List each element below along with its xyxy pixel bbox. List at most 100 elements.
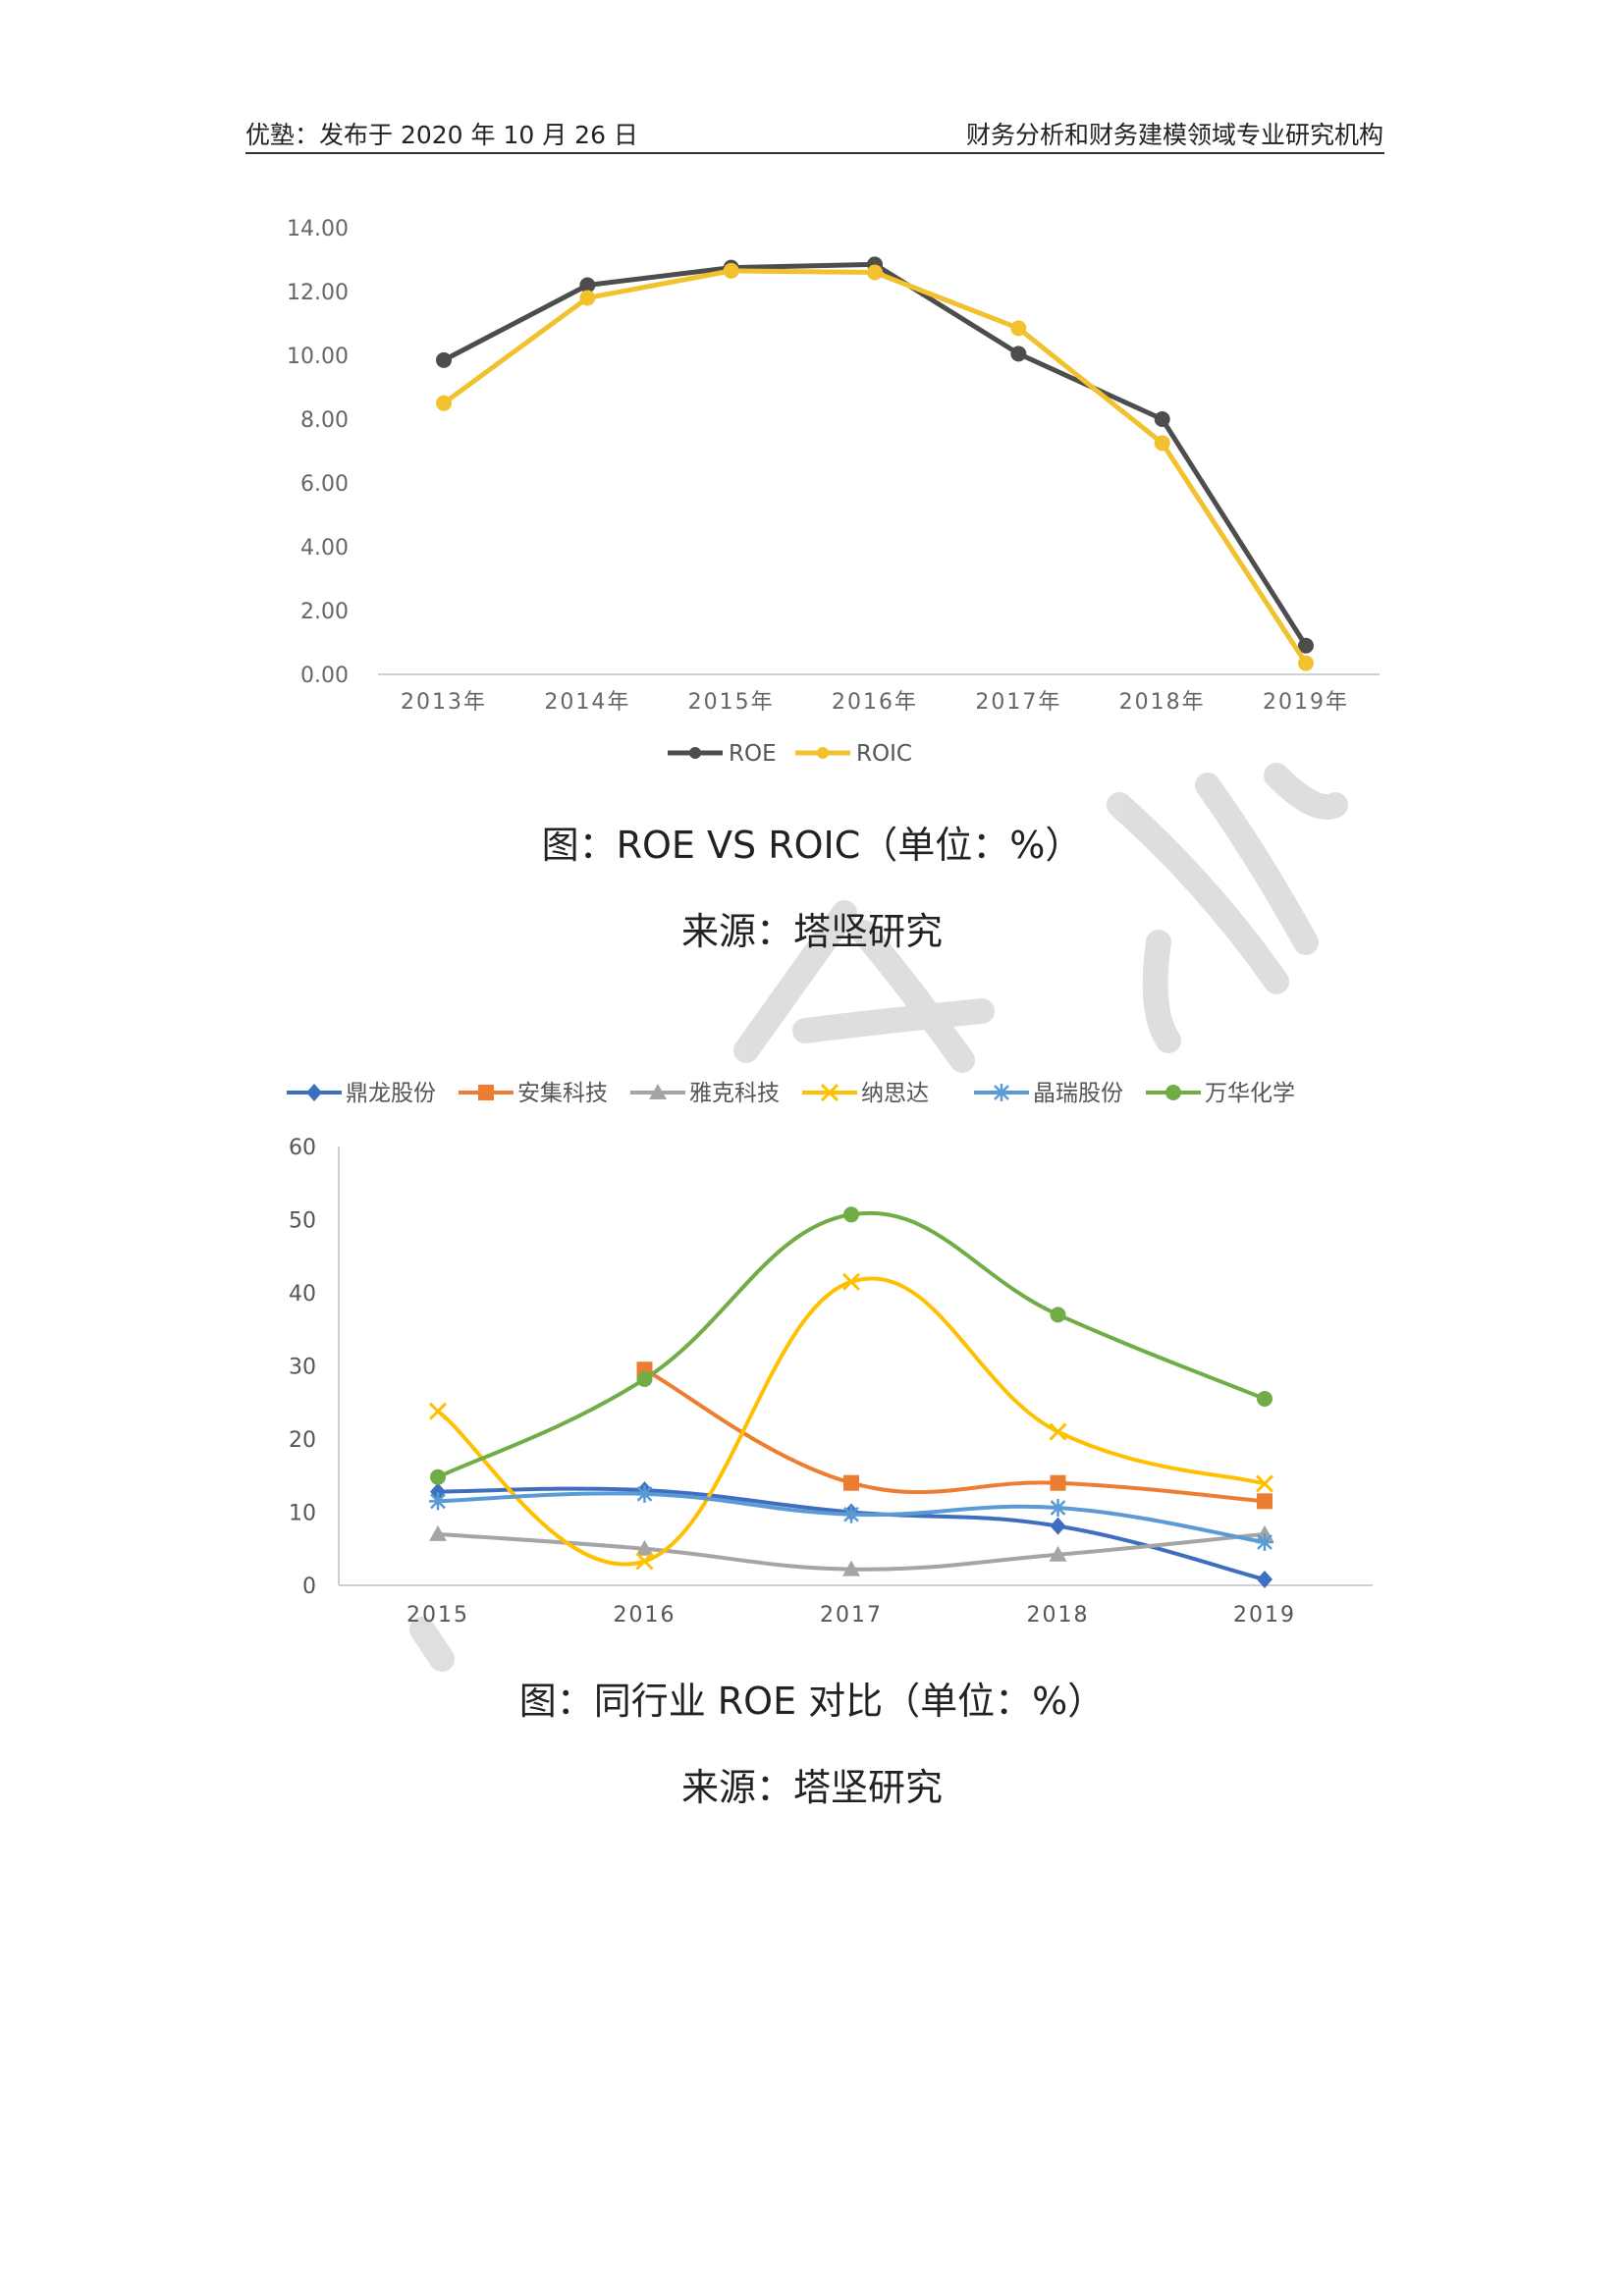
y-tick-label: 60 [289, 1136, 316, 1160]
figure2-source: 来源：塔坚研究 [680, 1766, 943, 1809]
x-tick-label: 2017 [820, 1603, 883, 1628]
data-point [1050, 1474, 1066, 1491]
x-tick-label: 2017年 [975, 690, 1061, 715]
data-point [1050, 1307, 1066, 1323]
legend-marker [993, 1084, 1010, 1101]
legend-label: 纳思达 [861, 1081, 929, 1106]
y-tick-label: 2.00 [300, 600, 349, 624]
data-point [635, 1552, 654, 1571]
data-point [1154, 411, 1170, 427]
data-point [1298, 637, 1314, 654]
series-line-group [428, 1272, 1274, 1571]
data-point [842, 1560, 860, 1576]
series-line [437, 1210, 1266, 1479]
header-right-text: 财务分析和财务建模领域专业研究机构 [965, 121, 1383, 149]
y-tick-label: 0.00 [300, 664, 349, 688]
legend-marker [306, 1084, 322, 1101]
figure1-source: 来源：塔坚研究 [680, 910, 943, 953]
data-point [723, 262, 739, 279]
x-tick-label: 2016 [614, 1603, 677, 1628]
data-point [436, 395, 452, 411]
series-line [643, 1367, 1266, 1504]
y-tick-label: 20 [289, 1428, 316, 1453]
data-point [1049, 1499, 1067, 1518]
x-tick-label: 2013年 [401, 690, 487, 715]
data-point [1010, 346, 1027, 362]
data-point [843, 1206, 859, 1223]
header-divider [245, 152, 1384, 154]
legend-marker [478, 1085, 494, 1100]
series-line [442, 261, 1309, 648]
x-tick-label: 2019年 [1263, 690, 1349, 715]
legend-label: ROIC [856, 741, 912, 767]
y-tick-label: 12.00 [287, 281, 349, 305]
data-point [429, 1492, 447, 1511]
data-point [1257, 1493, 1272, 1510]
legend-label: 安集科技 [517, 1081, 608, 1106]
legend-marker [689, 747, 701, 759]
series-line [442, 268, 1309, 665]
data-point [1154, 435, 1170, 452]
y-tick-label: 10.00 [287, 345, 349, 369]
data-point [1256, 1533, 1273, 1552]
data-point [843, 1474, 859, 1491]
data-point [579, 290, 596, 306]
y-tick-label: 40 [289, 1282, 316, 1307]
data-point [436, 351, 452, 368]
series-roe [436, 256, 1314, 654]
x-tick-label: 2019 [1233, 1603, 1296, 1628]
peer-roe-chart: 0 10 20 30 40 50 60 2015 2016 2017 2018 2019 鼎龙股份 安集科… [287, 1081, 1373, 1628]
legend-label: 雅克科技 [689, 1081, 780, 1106]
y-tick-label: 4.00 [300, 536, 349, 561]
data-point [430, 1468, 446, 1485]
data-point [579, 277, 596, 294]
header-left-text: 优塾：发布于 2020 年 10 月 26 日 [245, 121, 638, 149]
data-point [1298, 655, 1314, 671]
x-tick-label: 2015年 [688, 690, 775, 715]
legend: 鼎龙股份 安集科技 雅克科技 纳思达 晶瑞股份 万华化学 [287, 1081, 1295, 1106]
legend-marker [649, 1084, 667, 1099]
data-point [1257, 1391, 1272, 1408]
legend-label: ROE [729, 741, 777, 767]
roe-roic-chart: 0.00 2.00 4.00 6.00 8.00 10.00 12.00 14.00 2013年… [287, 217, 1380, 767]
legend-label: 鼎龙股份 [346, 1081, 436, 1106]
data-point [636, 1370, 653, 1387]
x-tick-label: 2018年 [1119, 690, 1206, 715]
y-tick-label: 6.00 [300, 472, 349, 497]
legend-label: 晶瑞股份 [1033, 1081, 1123, 1106]
series-line-group [430, 1206, 1272, 1485]
series-line-group [429, 1484, 1273, 1552]
x-tick-label: 2018 [1027, 1603, 1090, 1628]
figure1-caption: 图：ROE VS ROIC（单位：%） [541, 824, 1083, 867]
legend: ROE ROIC [668, 741, 912, 767]
x-tick-label: 2016年 [832, 690, 918, 715]
data-point [429, 1524, 447, 1541]
y-tick-label: 10 [289, 1502, 316, 1526]
series-line-group [636, 1362, 1272, 1510]
data-point [428, 1402, 448, 1420]
data-point [841, 1272, 861, 1291]
y-tick-label: 30 [289, 1356, 316, 1380]
series-roic [436, 262, 1314, 671]
y-tick-label: 50 [289, 1209, 316, 1234]
data-point [867, 264, 883, 281]
legend-marker [817, 747, 829, 759]
data-point [842, 1505, 860, 1523]
data-point [1010, 320, 1027, 337]
x-tick-label: 2015 [406, 1603, 469, 1628]
y-tick-label: 0 [302, 1575, 316, 1599]
y-tick-label: 8.00 [300, 408, 349, 433]
x-tick-label: 2014年 [544, 690, 630, 715]
legend-marker [1165, 1085, 1181, 1100]
y-tick-label: 14.00 [287, 217, 349, 241]
data-point [1257, 1571, 1272, 1589]
data-point [1050, 1517, 1066, 1535]
data-point [635, 1484, 654, 1503]
data-point [1255, 1474, 1274, 1493]
legend-label: 万华化学 [1205, 1081, 1295, 1106]
data-point [1049, 1545, 1067, 1562]
figure2-caption: 图：同行业 ROE 对比（单位：%） [518, 1680, 1106, 1723]
data-point [635, 1539, 654, 1556]
series-line [436, 1276, 1266, 1567]
legend-marker [820, 1083, 839, 1102]
